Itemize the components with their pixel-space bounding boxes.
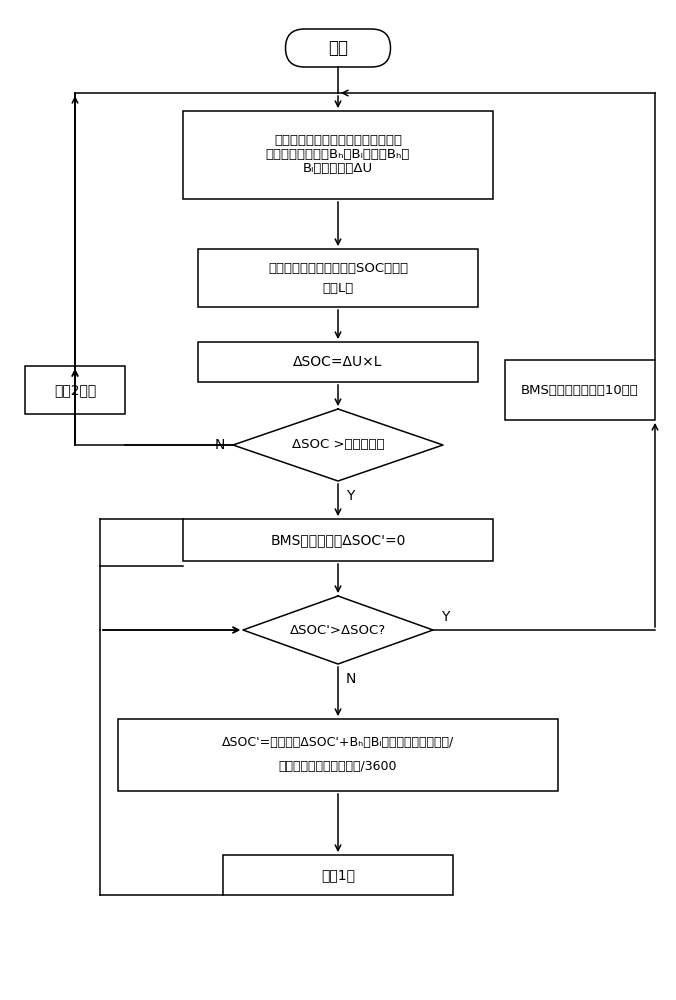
Text: N: N (214, 438, 225, 452)
Text: 根据当前电池组温度以及SOC，查表: 根据当前电池组温度以及SOC，查表 (268, 261, 408, 274)
Text: ΔSOC'=前一次的ΔSOC'+Bₕ与Bₗ的电流之差的绝对値/: ΔSOC'=前一次的ΔSOC'+Bₕ与Bₗ的电流之差的绝对値/ (222, 736, 454, 750)
Bar (183, 519, 493, 561)
Text: ΔSOC'>ΔSOC?: ΔSOC'>ΔSOC? (290, 624, 386, 637)
Text: 获得L値: 获得L値 (322, 282, 354, 294)
Text: 被均衡并联电池组的容量/3600: 被均衡并联电池组的容量/3600 (279, 760, 397, 774)
Text: 测量并联电池组电压，记电压最高以: 测量并联电池组电压，记电压最高以 (274, 134, 402, 147)
Text: 开始: 开始 (328, 39, 348, 57)
Bar (223, 855, 453, 895)
Text: 延时2分钟: 延时2分钟 (54, 383, 96, 397)
Text: Y: Y (346, 489, 354, 503)
Text: N: N (346, 672, 356, 686)
Text: ΔSOC=ΔU×L: ΔSOC=ΔU×L (293, 355, 383, 369)
Text: Y: Y (441, 610, 450, 624)
Text: 及最低的电池组为Bₕ和Bₗ，计算Bₕ与: 及最低的电池组为Bₕ和Bₗ，计算Bₕ与 (266, 148, 410, 161)
Bar (183, 111, 493, 199)
Text: BMS启动均衡，ΔSOC'=0: BMS启动均衡，ΔSOC'=0 (270, 533, 406, 547)
Text: Bₗ的电压差値ΔU: Bₗ的电压差値ΔU (303, 162, 373, 176)
Polygon shape (243, 596, 433, 664)
FancyBboxPatch shape (285, 29, 391, 67)
Text: 延时1秒: 延时1秒 (321, 868, 355, 882)
Bar (198, 249, 478, 307)
Bar (118, 719, 558, 791)
Text: BMS结束均衡，延时10分钟: BMS结束均衡，延时10分钟 (521, 383, 639, 396)
Bar (25, 366, 125, 414)
Bar (505, 360, 655, 420)
Polygon shape (233, 409, 443, 481)
Text: ΔSOC >设定阈値？: ΔSOC >设定阈値？ (291, 438, 385, 452)
Bar (198, 342, 478, 382)
